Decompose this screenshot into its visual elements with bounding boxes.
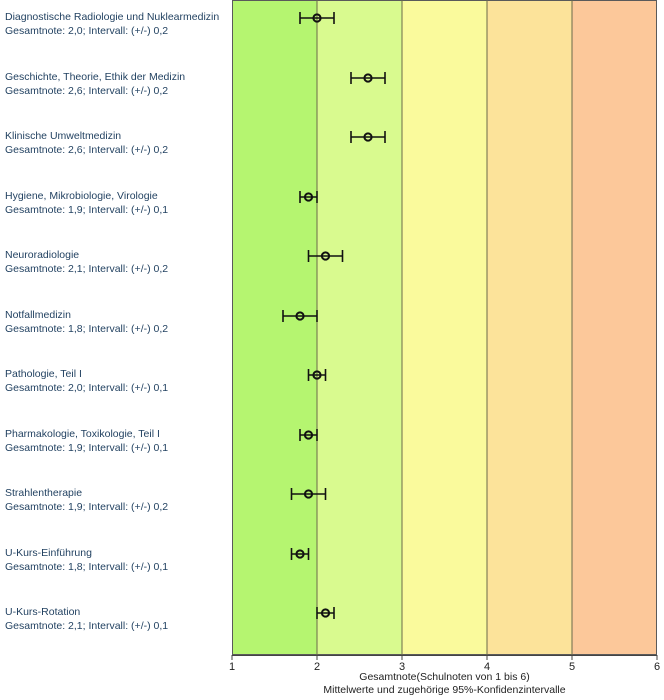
grade-band-4 xyxy=(487,0,572,655)
mean-point xyxy=(320,251,331,261)
item-detail: Gesamtnote: 1,9; Intervall: (+/-) 0,1 xyxy=(5,204,169,216)
item-name: Diagnostische Radiologie und Nuklearmedi… xyxy=(5,11,220,23)
item-name: Geschichte, Theorie, Ethik der Medizin xyxy=(5,71,186,83)
item-detail: Gesamtnote: 1,8; Intervall: (+/-) 0,2 xyxy=(5,323,169,335)
x-axis-subtitle: Mittelwerte und zugehörige 95%-Konfidenz… xyxy=(323,684,566,696)
x-tick-label: 5 xyxy=(569,661,575,673)
item-detail: Gesamtnote: 2,1; Intervall: (+/-) 0,1 xyxy=(5,620,169,632)
item-label: Pharmakologie, Toxikologie, Teil I Gesamt… xyxy=(5,427,168,455)
grade-band-1 xyxy=(232,0,317,655)
item-label: Klinische Umweltmedizin Gesamtnote: 2,6; … xyxy=(5,129,168,157)
item-label: Notfallmedizin Gesamtnote: 1,8; Intervall… xyxy=(5,308,168,336)
item-name: Pathologie, Teil I xyxy=(5,368,82,380)
x-tick-label: 1 xyxy=(229,661,235,673)
mean-point xyxy=(320,608,331,618)
item-label: Strahlentherapie Gesamtnote: 1,9; Interva… xyxy=(5,486,168,514)
mean-point xyxy=(312,370,322,380)
mean-point xyxy=(303,489,314,499)
plot-frame xyxy=(232,0,657,655)
item-label: Diagnostische Radiologie und Nuklearmedi… xyxy=(5,10,219,38)
mean-point xyxy=(303,192,314,202)
item-name: Hygiene, Mikrobiologie, Virologie xyxy=(5,190,158,202)
mean-point xyxy=(363,73,373,83)
item-name: Strahlentherapie xyxy=(5,487,83,499)
x-tick-label: 2 xyxy=(314,661,320,673)
item-detail: Gesamtnote: 2,0; Intervall: (+/-) 0,2 xyxy=(5,25,169,37)
grade-band-2 xyxy=(317,0,402,655)
item-name: Notfallmedizin xyxy=(5,309,71,321)
item-detail: Gesamtnote: 1,9; Intervall: (+/-) 0,1 xyxy=(5,442,169,454)
grade-band-3 xyxy=(402,0,487,655)
mean-point xyxy=(363,132,373,142)
item-detail: Gesamtnote: 2,0; Intervall: (+/-) 0,1 xyxy=(5,382,169,394)
item-detail: Gesamtnote: 2,1; Intervall: (+/-) 0,2 xyxy=(5,263,169,275)
item-label: Neuroradiologie Gesamtnote: 2,1; Interval… xyxy=(5,248,168,276)
x-tick-label: 4 xyxy=(484,661,490,673)
item-name: Pharmakologie, Toxikologie, Teil I xyxy=(5,428,160,440)
item-label: Geschichte, Theorie, Ethik der Medizin Ge… xyxy=(5,70,185,98)
item-name: Klinische Umweltmedizin xyxy=(5,130,122,142)
item-label: U-Kurs-Rotation Gesamtnote: 2,1; Interval… xyxy=(5,605,168,633)
mean-point xyxy=(295,549,305,559)
x-tick-label: 3 xyxy=(399,661,405,673)
item-detail: Gesamtnote: 1,9; Intervall: (+/-) 0,2 xyxy=(5,501,169,513)
mean-point xyxy=(295,311,305,321)
item-name: Neuroradiologie xyxy=(5,249,80,261)
item-label: Pathologie, Teil I Gesamtnote: 2,0; Inter… xyxy=(5,367,168,395)
item-detail: Gesamtnote: 2,6; Intervall: (+/-) 0,2 xyxy=(5,85,169,97)
item-name: U-Kurs-Einführung xyxy=(5,547,92,559)
item-label: Hygiene, Mikrobiologie, Virologie Gesamtn… xyxy=(5,189,168,217)
x-axis-title: Gesamtnote(Schulnoten von 1 bis 6) xyxy=(359,671,530,683)
item-label: U-Kurs-Einführung Gesamtnote: 1,8; Interv… xyxy=(5,546,168,574)
mean-point xyxy=(303,430,314,440)
x-tick-label: 6 xyxy=(654,661,660,673)
item-name: U-Kurs-Rotation xyxy=(5,606,81,618)
item-detail: Gesamtnote: 2,6; Intervall: (+/-) 0,2 xyxy=(5,144,169,156)
item-detail: Gesamtnote: 1,8; Intervall: (+/-) 0,1 xyxy=(5,561,169,573)
mean-point xyxy=(312,13,322,23)
grade-band-5 xyxy=(572,0,657,655)
